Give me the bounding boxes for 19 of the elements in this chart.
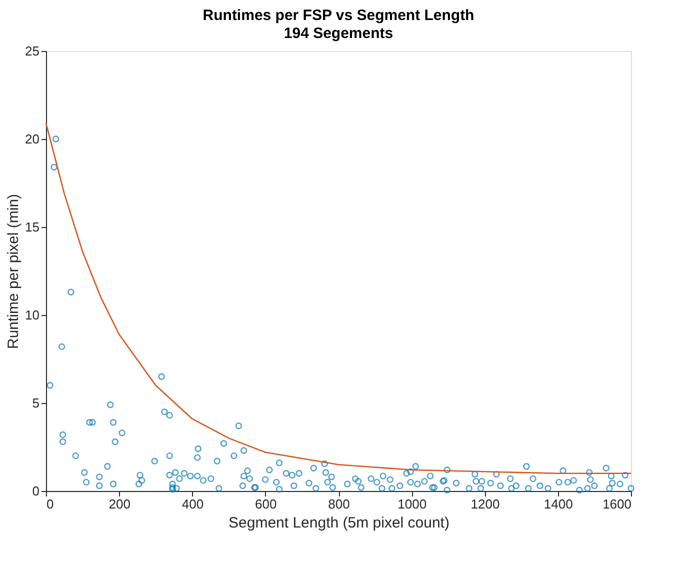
y-tick-label: 20 xyxy=(25,132,40,146)
x-tick-label: 600 xyxy=(255,496,277,512)
y-tick-label: 10 xyxy=(25,308,40,322)
x-tick-label: 1000 xyxy=(398,496,427,512)
y-tick-label: 0 xyxy=(32,484,40,498)
chart-subtitle: 194 Segements xyxy=(284,25,394,42)
x-tick-label: 800 xyxy=(328,496,350,512)
x-tick-label: 1600 xyxy=(602,496,632,512)
x-tick-label: 1200 xyxy=(470,496,500,512)
chart-title: Runtimes per FSP vs Segment Length xyxy=(202,7,474,24)
x-axis-title: Segment Length (5m pixel count) xyxy=(228,514,450,532)
y-tick-label: 5 xyxy=(32,396,40,410)
y-axis-title: Runtime per pixel (min) xyxy=(5,194,22,350)
y-tick-label: 15 xyxy=(25,220,40,234)
x-tick-label: 400 xyxy=(182,496,204,512)
x-tick-label: 200 xyxy=(108,496,130,512)
y-tick-label: 25 xyxy=(25,44,40,58)
x-tick-label: 1400 xyxy=(544,496,573,512)
x-tick-label: 0 xyxy=(46,496,54,512)
